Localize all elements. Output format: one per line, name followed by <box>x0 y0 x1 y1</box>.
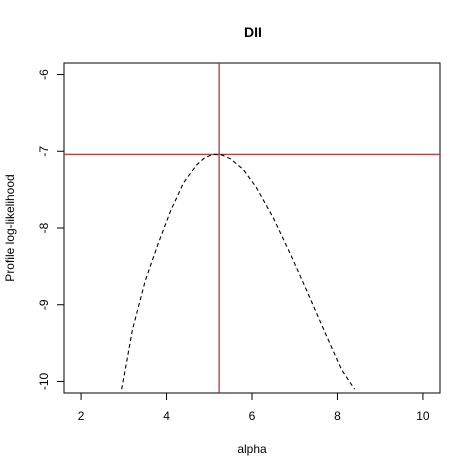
y-tick-label: -7 <box>37 146 51 157</box>
y-axis-label: Profile log-likelihood <box>3 174 17 281</box>
x-tick-label: 4 <box>163 409 170 423</box>
x-axis: 2 4 6 8 10 <box>78 393 430 423</box>
x-tick-label: 8 <box>334 409 341 423</box>
x-tick-label: 10 <box>416 409 430 423</box>
y-tick-label: -10 <box>37 372 51 390</box>
y-tick-label: -9 <box>37 299 51 310</box>
x-tick-label: 2 <box>78 409 85 423</box>
x-tick-label: 6 <box>249 409 256 423</box>
y-tick-label: -6 <box>37 69 51 80</box>
y-axis: -10 -9 -8 -7 -6 <box>37 69 64 390</box>
profile-likelihood-curve <box>121 153 356 390</box>
plot-area-frame <box>63 62 441 394</box>
chart-title: DII <box>244 24 262 40</box>
y-tick-label: -8 <box>37 222 51 233</box>
x-axis-label: alpha <box>237 442 267 456</box>
